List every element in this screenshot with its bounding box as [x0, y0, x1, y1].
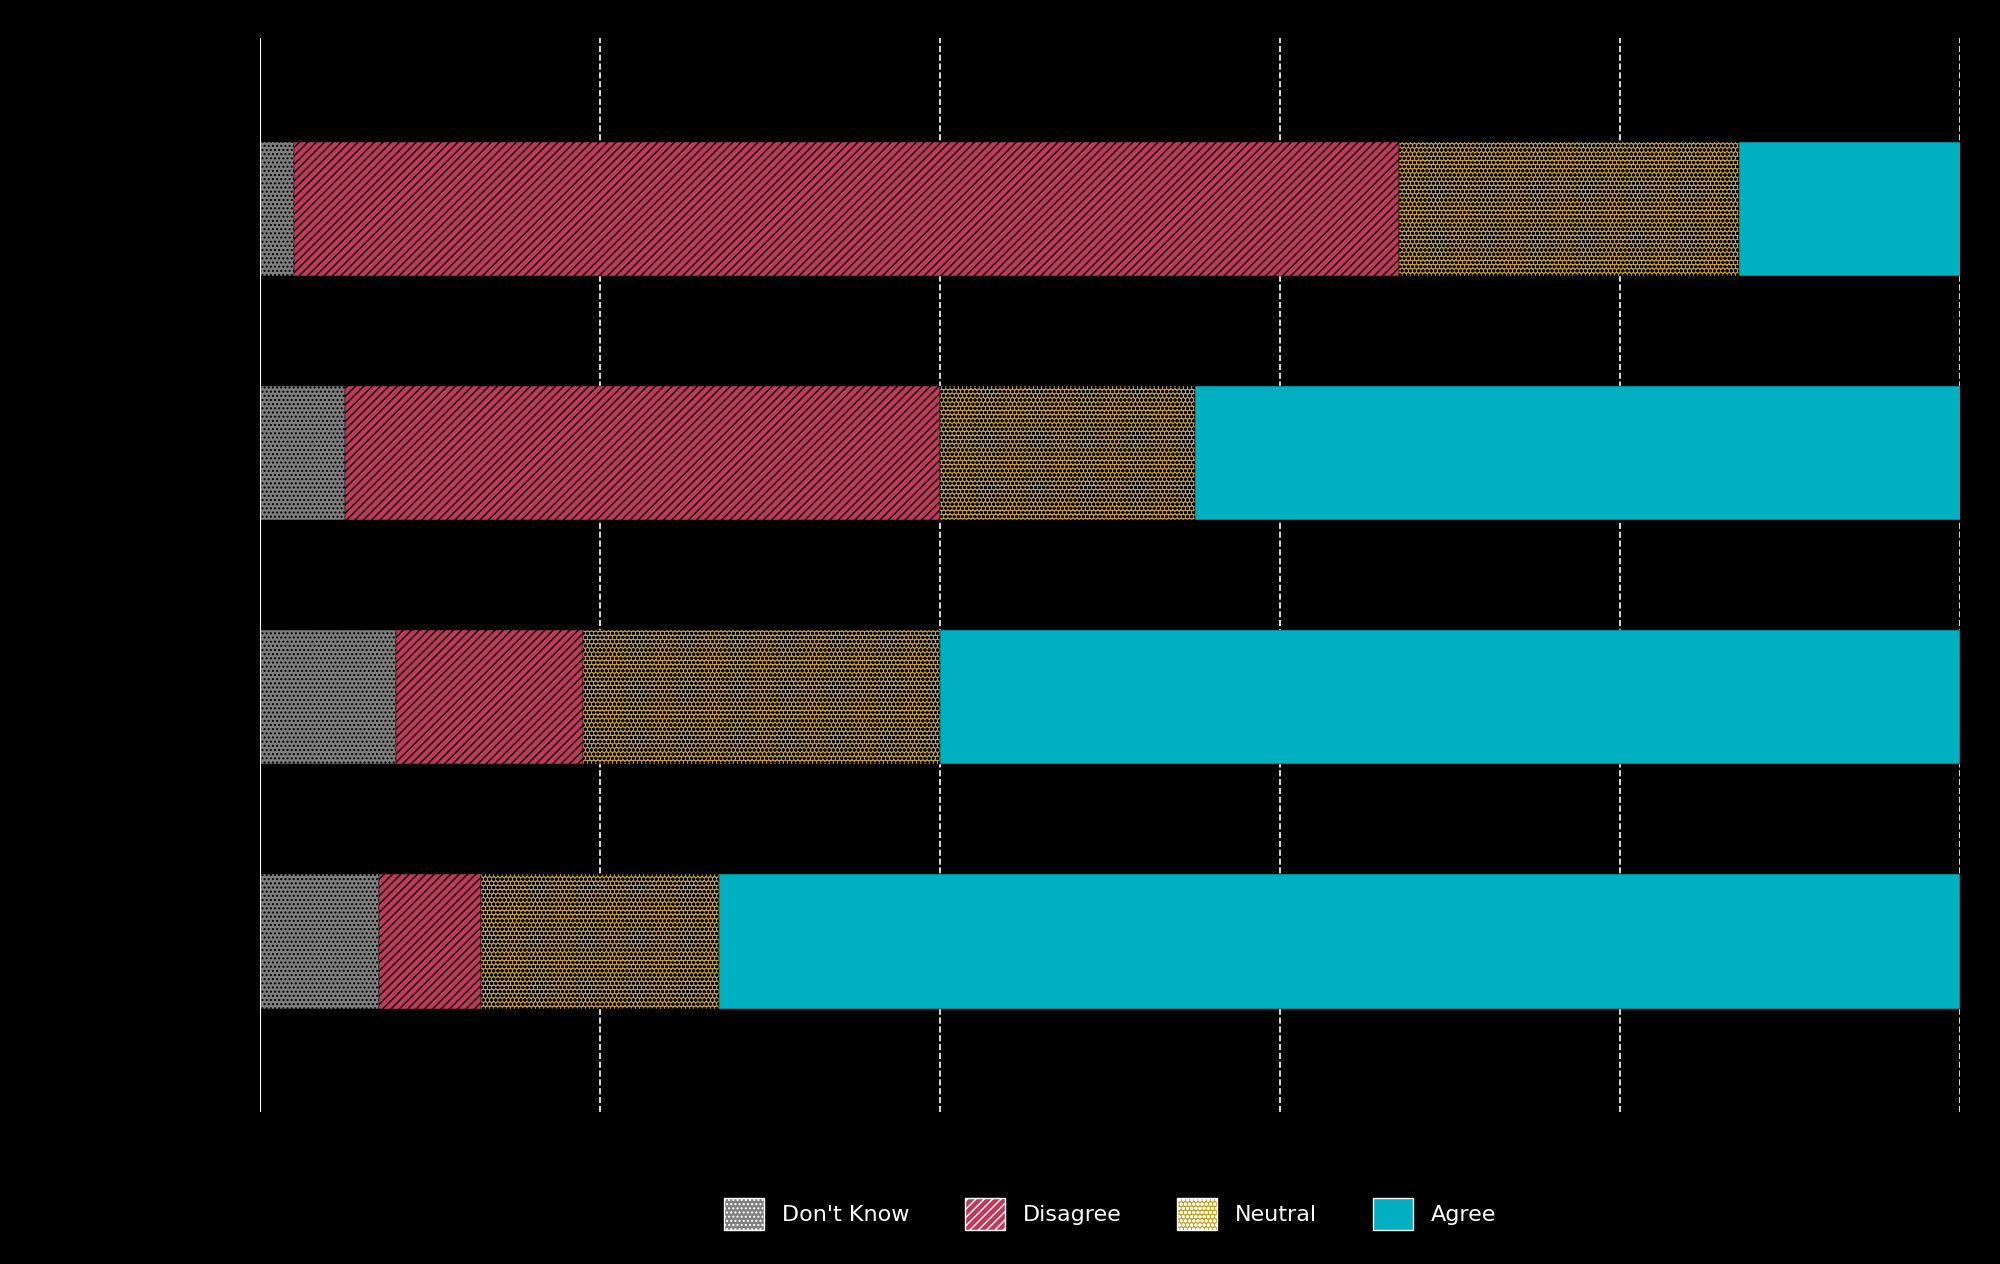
Bar [260, 386, 346, 521]
Bar [584, 629, 940, 765]
Bar [1196, 386, 1976, 521]
Bar [260, 629, 396, 765]
Bar [380, 875, 480, 1009]
Bar [1740, 142, 1976, 276]
Bar [396, 629, 584, 765]
Bar [294, 142, 1400, 276]
Bar [940, 629, 1960, 765]
Bar [260, 875, 380, 1009]
Bar [346, 386, 940, 521]
Bar [940, 386, 1196, 521]
Bar [480, 875, 720, 1009]
Bar [1400, 142, 1740, 276]
Bar [260, 142, 294, 276]
Legend: Don't Know, Disagree, Neutral, Agree: Don't Know, Disagree, Neutral, Agree [714, 1187, 1506, 1241]
Bar [720, 875, 1960, 1009]
